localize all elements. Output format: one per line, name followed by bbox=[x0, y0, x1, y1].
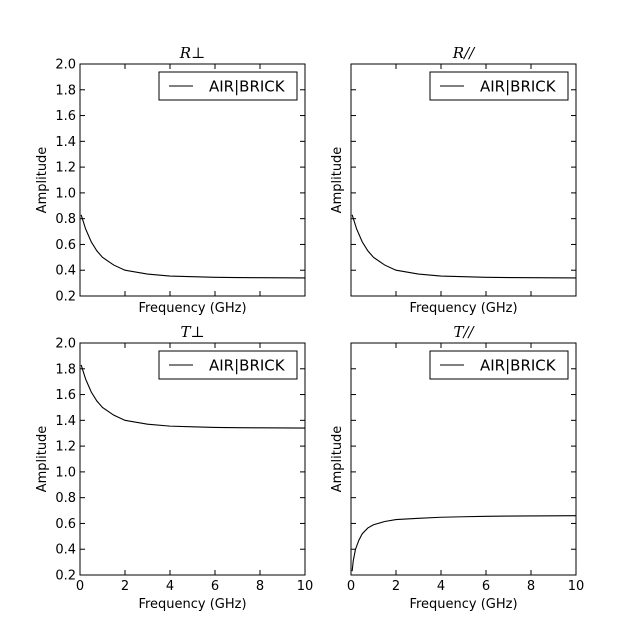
y-tick-label: 1.4 bbox=[55, 414, 76, 429]
x-tick-label: 4 bbox=[166, 579, 174, 594]
subplot-r-perp: 0.2 0.4 0.6 0.8 1.0 1.2 1.4 1.6 1.8 2.0 R⊥ Frequenc… bbox=[35, 44, 306, 316]
x-tick-label: 2 bbox=[121, 579, 129, 594]
subplot-title: R⊥ bbox=[179, 44, 205, 62]
y-tick-label: 1.8 bbox=[55, 83, 76, 98]
y-tick-label: 0.4 bbox=[55, 264, 76, 279]
x-tick-label: 0 bbox=[76, 579, 84, 594]
subplot-r-par: R// Frequency (GHz) Amplitude AIR|BRICK bbox=[330, 44, 577, 316]
y-tick-label: 0.2 bbox=[55, 290, 76, 305]
x-tick-label: 4 bbox=[437, 579, 445, 594]
y-tick-label: 0.8 bbox=[55, 491, 76, 506]
y-tick-label: 1.6 bbox=[55, 109, 76, 124]
subplot-t-par: 0 2 4 6 8 10 T// Frequency (GHz) Amplitude AIR|BR… bbox=[330, 323, 584, 612]
legend-label: AIR|BRICK bbox=[480, 357, 557, 375]
series-line-r-par bbox=[351, 214, 576, 279]
x-tick-label: 10 bbox=[568, 579, 585, 594]
x-tick-label: 8 bbox=[527, 579, 535, 594]
series-line-t-par bbox=[351, 515, 576, 572]
y-tick-label: 0.8 bbox=[55, 212, 76, 227]
y-tick-label: 0.2 bbox=[55, 569, 76, 584]
legend-label: AIR|BRICK bbox=[480, 78, 557, 96]
subplot-title: R// bbox=[452, 44, 476, 62]
x-tick-label: 10 bbox=[297, 579, 314, 594]
x-tick-label: 8 bbox=[256, 579, 264, 594]
y-tick-label: 1.2 bbox=[55, 161, 76, 176]
y-axis-label: Amplitude bbox=[35, 147, 50, 214]
y-tick-label: 0.4 bbox=[55, 543, 76, 558]
y-axis-label: Amplitude bbox=[330, 147, 345, 214]
y-tick-label: 1.2 bbox=[55, 440, 76, 455]
legend-label: AIR|BRICK bbox=[209, 357, 286, 375]
y-tick-label: 1.0 bbox=[55, 465, 76, 480]
axes-frame bbox=[79, 63, 306, 297]
x-axis-label: Frequency (GHz) bbox=[138, 301, 246, 316]
y-axis-label: Amplitude bbox=[330, 426, 345, 493]
y-tick-label: 0.6 bbox=[55, 517, 76, 532]
y-axis-label: Amplitude bbox=[35, 426, 50, 493]
series-line-r-perp bbox=[80, 214, 305, 279]
x-axis-label: Frequency (GHz) bbox=[138, 597, 246, 612]
x-axis-label: Frequency (GHz) bbox=[409, 597, 517, 612]
subplot-title: T// bbox=[453, 323, 475, 341]
x-tick-label: 0 bbox=[347, 579, 355, 594]
x-axis-label: Frequency (GHz) bbox=[409, 301, 517, 316]
legend: AIR|BRICK bbox=[158, 350, 298, 380]
axes-frame bbox=[79, 342, 306, 576]
subplot-t-perp: 0 2 4 6 8 10 0.2 0.4 0.6 0.8 1.0 1.2 1.4 1.6 1.8 2.0 T⊥ F… bbox=[35, 323, 313, 612]
legend-label: AIR|BRICK bbox=[209, 78, 286, 96]
y-tick-label: 1.8 bbox=[55, 362, 76, 377]
legend: AIR|BRICK bbox=[429, 350, 569, 380]
axes-frame bbox=[350, 342, 577, 576]
legend: AIR|BRICK bbox=[429, 71, 569, 101]
x-tick-label: 2 bbox=[392, 579, 400, 594]
series-line-t-perp bbox=[80, 364, 305, 429]
x-tick-label: 6 bbox=[482, 579, 490, 594]
y-tick-label: 0.6 bbox=[55, 238, 76, 253]
x-tick-label: 6 bbox=[211, 579, 219, 594]
legend: AIR|BRICK bbox=[158, 71, 298, 101]
y-tick-label: 1.0 bbox=[55, 186, 76, 201]
axes-frame bbox=[350, 63, 577, 297]
subplot-title: T⊥ bbox=[180, 323, 204, 341]
y-tick-label: 2.0 bbox=[55, 58, 76, 73]
y-tick-label: 1.4 bbox=[55, 135, 76, 150]
y-tick-label: 1.6 bbox=[55, 388, 76, 403]
y-tick-label: 2.0 bbox=[55, 337, 76, 352]
